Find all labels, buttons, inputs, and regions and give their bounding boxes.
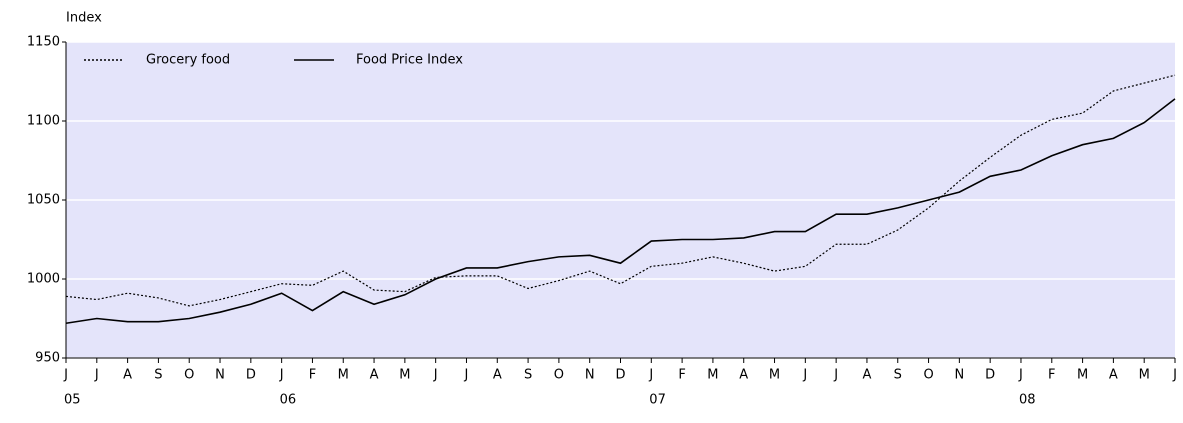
y-axis-label: Index	[66, 11, 102, 26]
x-tick-label: J	[1172, 368, 1177, 383]
x-tick-label: N	[585, 368, 595, 383]
x-tick-label: J	[279, 368, 284, 383]
legend-label: Food Price Index	[356, 53, 463, 68]
x-tick-label: O	[923, 368, 933, 383]
x-tick-label: O	[184, 368, 194, 383]
x-tick-label: M	[399, 368, 410, 383]
legend-label: Grocery food	[146, 53, 230, 68]
series-line	[65, 74, 1176, 307]
x-tick-label: J	[94, 368, 99, 383]
x-tick-label: N	[954, 368, 964, 383]
x-tick-label: J	[802, 368, 807, 383]
x-tick-label: M	[1139, 368, 1150, 383]
x-tick-label: M	[707, 368, 718, 383]
y-tick-label: 1050	[27, 193, 60, 208]
x-tick-label: S	[154, 368, 162, 383]
y-tick-label: 1000	[27, 272, 60, 287]
x-tick-label: A	[739, 368, 748, 383]
x-tick-label: J	[1018, 368, 1023, 383]
x-tick-label: D	[615, 368, 625, 383]
x-tick-label: A	[1109, 368, 1118, 383]
x-tick-label: A	[123, 368, 132, 383]
x-tick-label: F	[309, 368, 316, 383]
x-tick-label: J	[63, 368, 68, 383]
x-tick-label: A	[370, 368, 379, 383]
x-tick-label: J	[464, 368, 469, 383]
x-tick-label: S	[894, 368, 902, 383]
y-tick-label: 950	[35, 351, 60, 366]
x-tick-label: M	[338, 368, 349, 383]
y-tick-label: 1150	[27, 35, 60, 50]
x-tick-label: J	[433, 368, 438, 383]
x-tick-label: F	[1048, 368, 1055, 383]
x-tick-label: M	[1077, 368, 1088, 383]
x-tick-label: M	[769, 368, 780, 383]
year-label: 07	[649, 393, 666, 408]
x-tick-label: F	[678, 368, 685, 383]
x-tick-label: S	[524, 368, 532, 383]
x-tick-label: D	[246, 368, 256, 383]
x-tick-label: J	[833, 368, 838, 383]
x-tick-label: A	[493, 368, 502, 383]
x-tick-label: A	[862, 368, 871, 383]
series-line	[65, 98, 1176, 325]
x-tick-label: O	[554, 368, 564, 383]
year-label: 06	[280, 393, 297, 408]
y-tick-label: 1100	[27, 114, 60, 129]
x-tick-label: D	[985, 368, 995, 383]
x-tick-label: J	[648, 368, 653, 383]
year-label: 05	[64, 393, 81, 408]
year-label: 08	[1019, 393, 1036, 408]
x-tick-label: N	[215, 368, 225, 383]
